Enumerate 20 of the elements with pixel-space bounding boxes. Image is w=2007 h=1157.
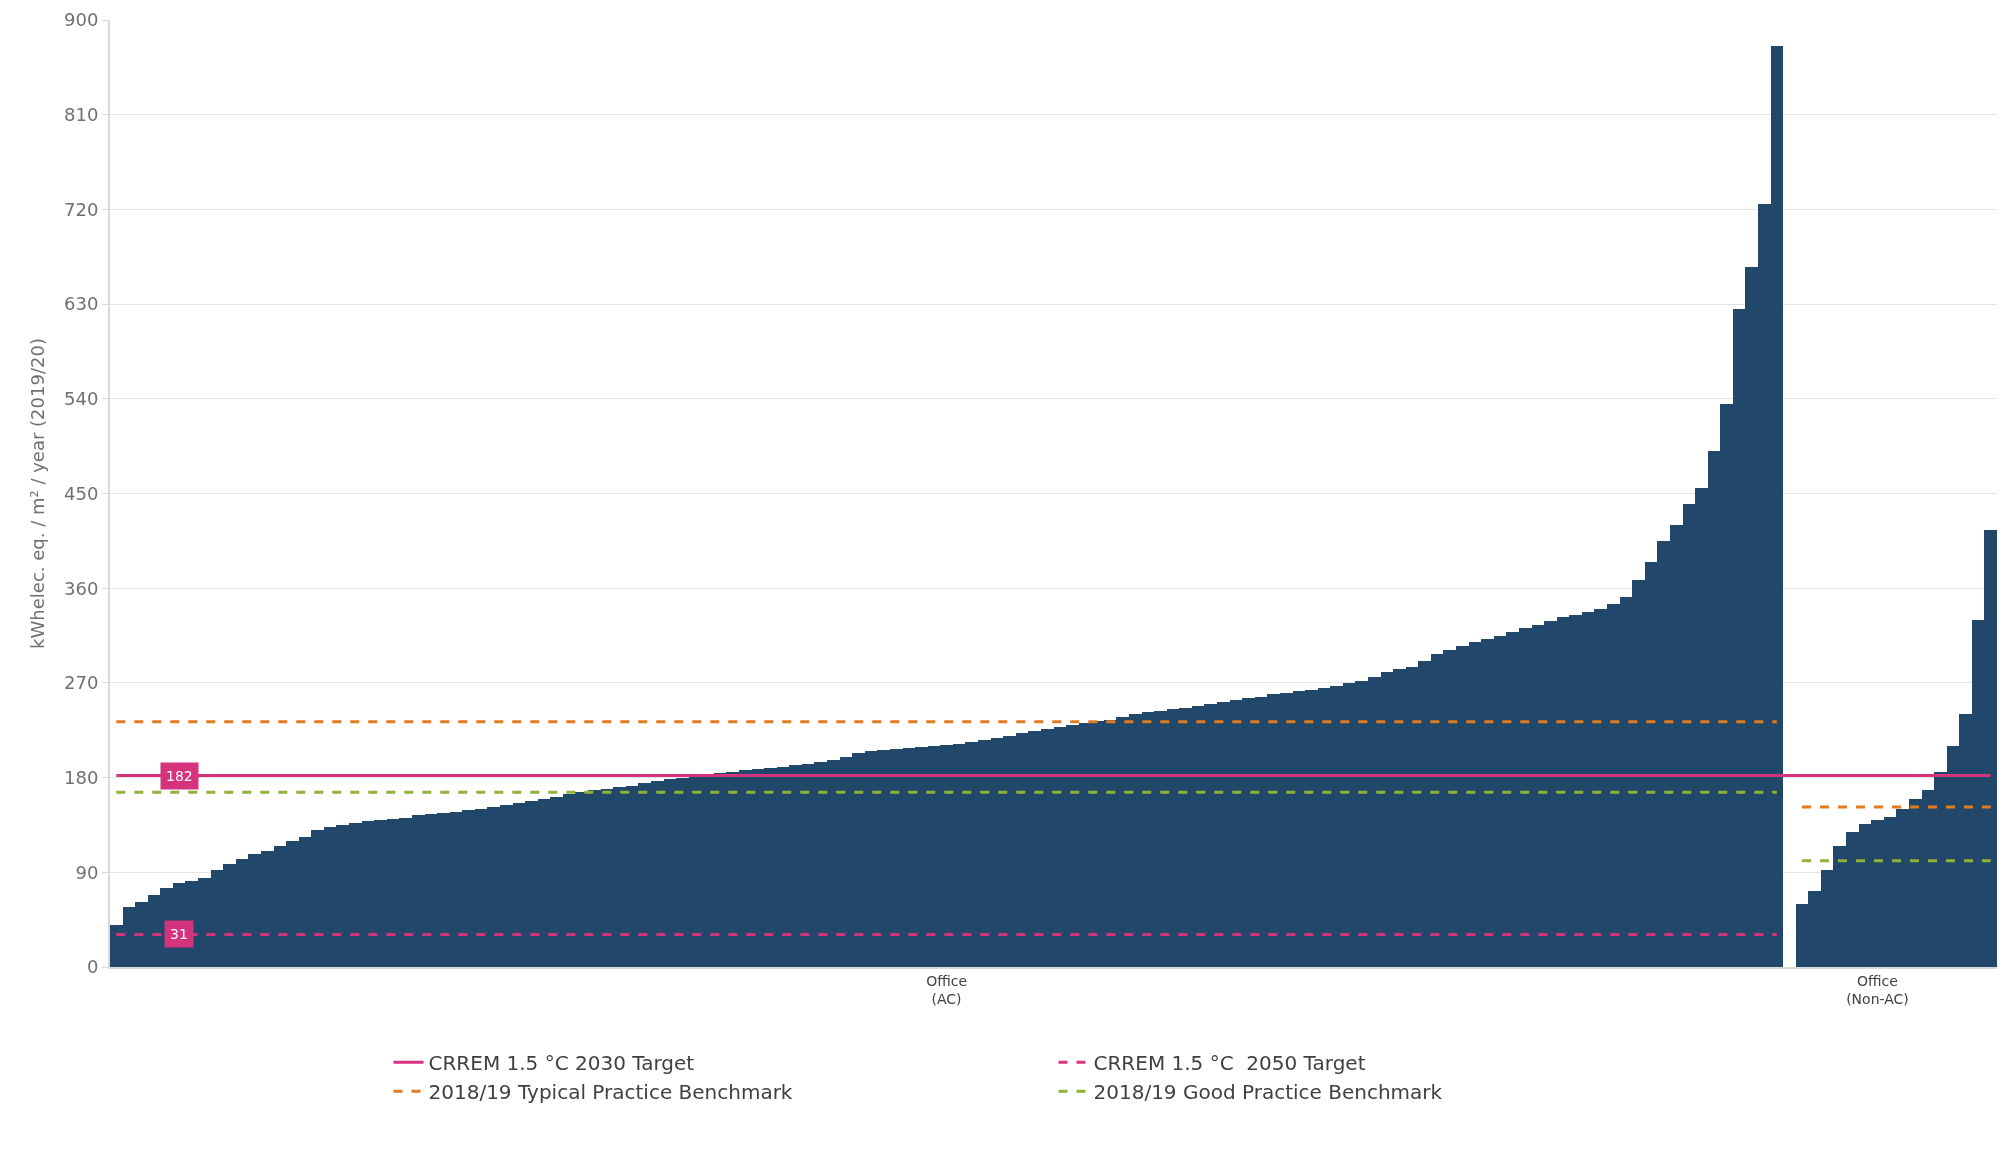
y-tick-label: 0 bbox=[86, 956, 99, 978]
legend-label: 2018/19 Typical Practice Benchmark bbox=[428, 1080, 793, 1105]
y-tick-label: 180 bbox=[64, 766, 99, 788]
legend-label: 2018/19 Good Practice Benchmark bbox=[1093, 1080, 1443, 1105]
y-tick-label: 630 bbox=[64, 293, 99, 315]
y-tick-label: 360 bbox=[64, 577, 99, 599]
y-tick-label: 900 bbox=[64, 9, 99, 31]
legend-label: CRREM 1.5 °C 2050 Target bbox=[1093, 1051, 1366, 1076]
annotation: 182 bbox=[166, 768, 193, 784]
y-axis-title: kWhelec. eq. / m² / year (2019/20) bbox=[26, 338, 48, 649]
y-tick-label: 270 bbox=[64, 672, 99, 694]
y-tick-label: 540 bbox=[64, 388, 99, 410]
x-tick-label: Office (AC) bbox=[926, 972, 968, 1007]
y-tick-label: 810 bbox=[64, 104, 99, 125]
y-tick-label: 450 bbox=[64, 482, 99, 504]
y-tick-label: 720 bbox=[64, 198, 99, 220]
legend-label: CRREM 1.5 °C 2030 Target bbox=[428, 1051, 695, 1076]
annotation: 31 bbox=[170, 926, 188, 942]
x-tick-label: Office (Non-AC) bbox=[1846, 972, 1909, 1007]
y-tick-label: 90 bbox=[75, 861, 99, 883]
